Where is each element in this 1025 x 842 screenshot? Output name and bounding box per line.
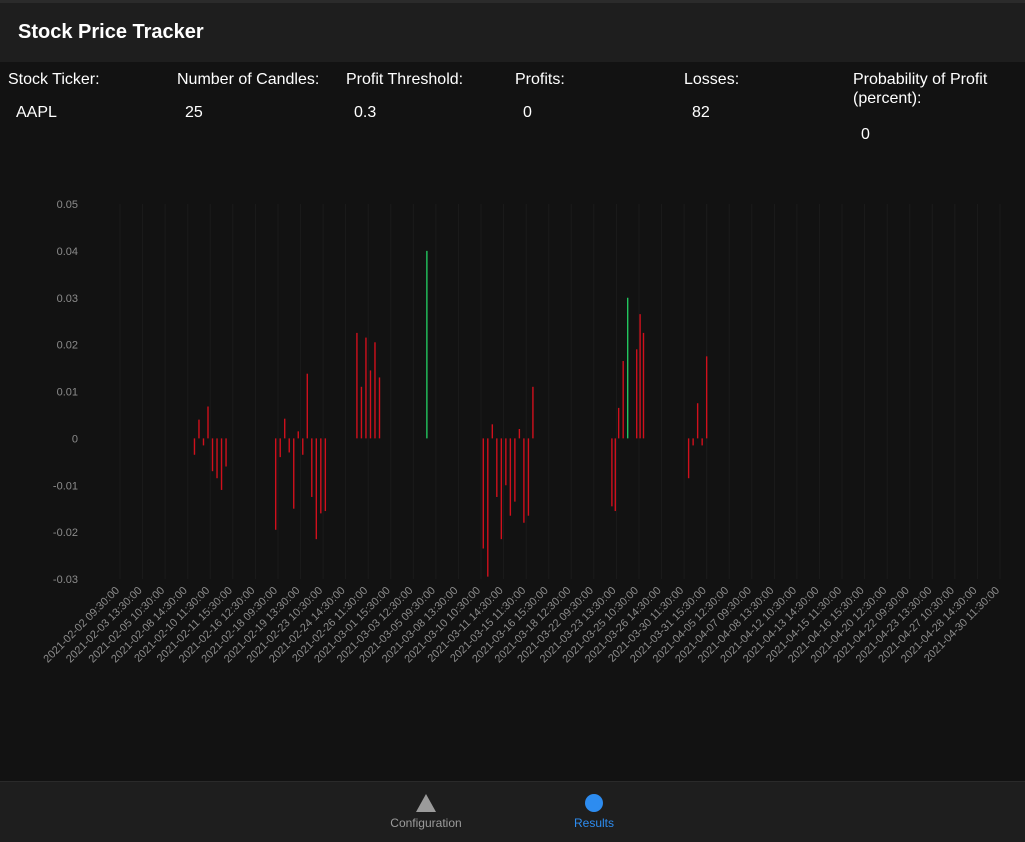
- loss-bar: [220, 438, 223, 490]
- loss-bar: [211, 438, 214, 472]
- loss-bar: [311, 438, 313, 497]
- loss-bar: [365, 337, 367, 439]
- loss-bar: [193, 438, 196, 455]
- stat-probability-of-profit: Probability of Profit (percent): 0: [853, 70, 1013, 144]
- loss-bar: [315, 438, 318, 540]
- stat-profits: Profits: 0: [515, 70, 675, 122]
- loss-bar: [491, 424, 494, 439]
- loss-bar: [622, 361, 624, 439]
- loss-bar: [532, 386, 534, 439]
- loss-bar: [369, 370, 372, 439]
- y-tick-label: 0.03: [57, 293, 78, 305]
- y-tick-label: -0.03: [53, 574, 78, 586]
- loss-bar: [293, 438, 295, 509]
- y-tick-label: 0.04: [57, 246, 78, 258]
- loss-bar: [202, 438, 205, 446]
- loss-bar: [614, 438, 616, 512]
- loss-bar: [198, 419, 200, 439]
- y-tick-label: -0.02: [53, 527, 78, 539]
- circle-icon: [584, 794, 604, 814]
- loss-bar: [496, 438, 498, 497]
- loss-bar: [378, 377, 381, 439]
- loss-bar: [701, 438, 703, 446]
- loss-bar: [639, 314, 641, 439]
- loss-bar: [225, 438, 227, 467]
- profit-bar: [626, 297, 629, 439]
- loss-bar: [636, 349, 638, 439]
- loss-bar: [617, 407, 620, 439]
- loss-bar: [642, 332, 645, 439]
- loss-bar: [284, 418, 286, 439]
- loss-bar: [487, 438, 489, 577]
- loss-bar: [374, 342, 376, 439]
- stat-stock-ticker: Stock Ticker: AAPL: [8, 70, 168, 122]
- loss-bar: [207, 406, 209, 439]
- loss-bar: [288, 438, 290, 453]
- stat-value: 82: [692, 104, 710, 121]
- stat-label: Profit Threshold:: [346, 71, 464, 88]
- loss-bar: [274, 438, 277, 530]
- stats-row: Stock Ticker: AAPL Number of Candles: 25…: [0, 62, 1025, 152]
- loss-bar: [523, 438, 525, 523]
- loss-bar: [324, 438, 327, 512]
- y-tick-label: -0.01: [53, 480, 78, 492]
- loss-bar: [500, 438, 503, 540]
- loss-bar: [518, 429, 521, 439]
- loss-bar: [356, 332, 358, 439]
- loss-bar: [696, 403, 699, 439]
- loss-bar: [302, 438, 304, 455]
- loss-bar: [692, 438, 694, 446]
- tab-configuration[interactable]: Configuration: [366, 782, 486, 842]
- loss-bar: [279, 438, 281, 458]
- profit-bar: [426, 250, 428, 439]
- loss-bar: [514, 438, 516, 502]
- loss-bar: [527, 438, 530, 516]
- loss-bar: [705, 356, 708, 439]
- stat-value: AAPL: [16, 104, 57, 121]
- results-chart: 0.050.040.030.020.010-0.01-0.02-0.032021…: [41, 199, 1002, 665]
- tab-results[interactable]: Results: [534, 782, 654, 842]
- loss-bar: [320, 438, 322, 514]
- stat-value: 0.3: [354, 104, 377, 121]
- loss-bar: [687, 438, 690, 479]
- loss-bar: [482, 438, 484, 549]
- stat-number-of-candles: Number of Candles: 25: [177, 70, 337, 122]
- stat-profit-threshold: Profit Threshold: 0.3: [346, 70, 506, 122]
- loss-bar: [509, 438, 512, 516]
- stat-label: Losses:: [684, 71, 740, 88]
- y-tick-label: 0: [72, 433, 78, 445]
- y-tick-label: 0.02: [57, 340, 78, 352]
- app-title: Stock Price Tracker: [18, 21, 204, 43]
- loss-bar: [306, 373, 308, 439]
- tab-label: Results: [573, 816, 614, 830]
- stat-value: 0: [861, 126, 870, 143]
- loss-bar: [216, 438, 218, 479]
- triangle-icon: [416, 794, 436, 814]
- tab-bar: Configuration Results: [0, 781, 1025, 842]
- stat-losses: Losses: 82: [684, 70, 844, 122]
- stat-label: Number of Candles:: [177, 71, 320, 88]
- loss-bar: [505, 438, 507, 486]
- stat-label: Stock Ticker:: [8, 71, 100, 88]
- app-header: Stock Price Tracker: [0, 0, 1025, 62]
- loss-bar: [297, 431, 299, 439]
- stat-label: Profits:: [515, 71, 565, 88]
- stat-value: 25: [185, 104, 203, 121]
- stat-label: Probability of Profit (percent):: [853, 71, 988, 107]
- loss-bar: [360, 386, 363, 439]
- y-tick-label: 0.01: [57, 387, 78, 399]
- tab-label: Configuration: [390, 816, 462, 830]
- y-tick-label: 0.05: [57, 199, 78, 211]
- stat-value: 0: [523, 104, 532, 121]
- loss-bar: [611, 438, 613, 507]
